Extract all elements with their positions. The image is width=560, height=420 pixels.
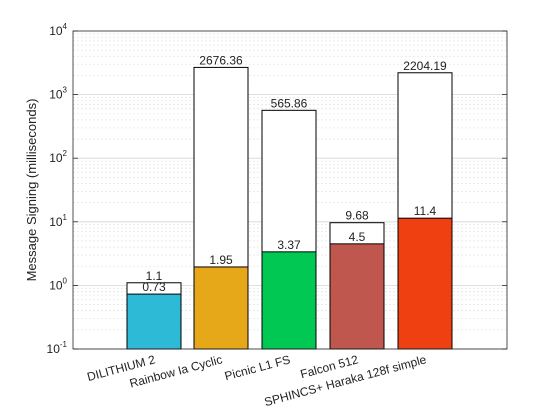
- data-label-total-4: 2204.19: [403, 59, 447, 73]
- bar-signing-0: [127, 294, 181, 349]
- y-tick-label: 104: [49, 22, 67, 38]
- y-tick-labels: 10-1 100 101 102 103 104: [47, 22, 68, 356]
- data-label-total-2: 565.86: [271, 96, 308, 110]
- data-label-signing-0: 0.73: [142, 280, 166, 294]
- data-label-signing-4: 11.4: [414, 204, 437, 218]
- data-label-total-1: 2676.36: [199, 53, 243, 67]
- bar-signing-4: [398, 218, 452, 349]
- bar-signing-2: [262, 252, 316, 349]
- y-tick-label: 100: [49, 276, 67, 292]
- x-category-label: Picnic L1 FS: [223, 352, 292, 383]
- y-tick-label: 102: [49, 149, 67, 165]
- y-tick-label: 10-1: [47, 340, 68, 356]
- y-axis-label: Message Signing (milliseconds): [24, 99, 39, 282]
- y-tick-label: 101: [49, 213, 67, 229]
- bar-signing-3: [330, 244, 384, 349]
- data-label-signing-3: 4.5: [349, 230, 366, 244]
- y-tick-label: 103: [49, 86, 67, 102]
- data-label-signing-1: 1.95: [209, 253, 233, 267]
- data-label-total-3: 9.68: [345, 209, 369, 223]
- bar-signing-1: [194, 267, 248, 349]
- data-label-signing-2: 3.37: [277, 238, 301, 252]
